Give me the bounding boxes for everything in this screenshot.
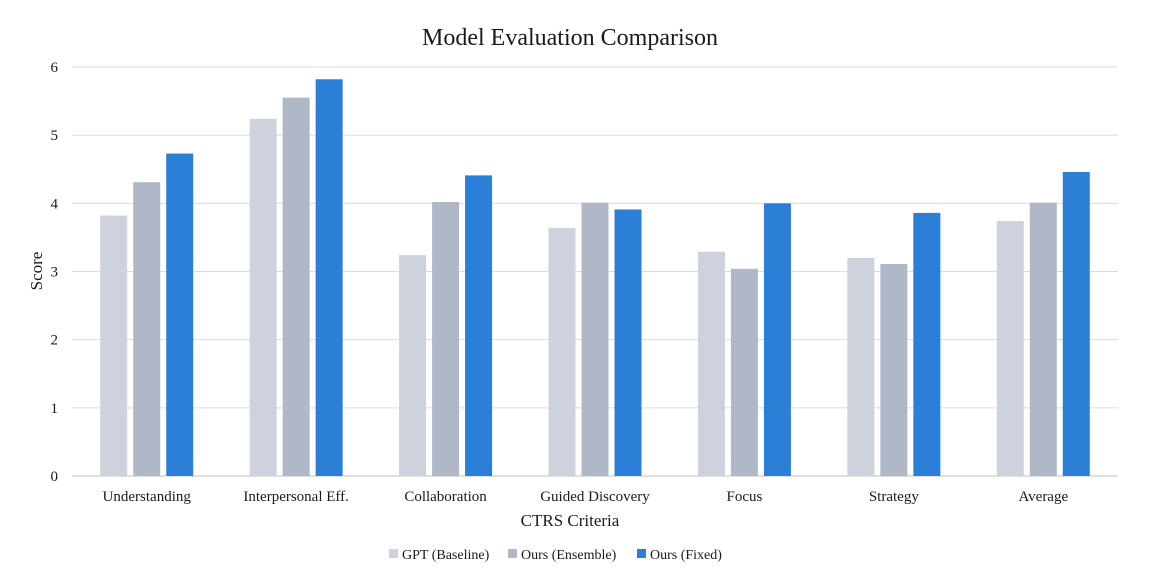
bar bbox=[399, 255, 427, 476]
legend-label: Ours (Fixed) bbox=[650, 548, 722, 563]
legend-swatch bbox=[637, 549, 646, 558]
bar bbox=[1062, 171, 1090, 476]
bars bbox=[100, 79, 1090, 477]
x-tick-label: Collaboration bbox=[404, 489, 487, 505]
y-tick-label: 6 bbox=[51, 60, 59, 76]
x-tick-label: Interpersonal Eff. bbox=[243, 489, 349, 505]
x-tick-label: Average bbox=[1018, 489, 1068, 505]
bar bbox=[548, 227, 576, 476]
y-tick-label: 4 bbox=[51, 196, 59, 212]
bar bbox=[763, 203, 791, 477]
legend-swatch bbox=[389, 549, 398, 558]
y-tick-label: 1 bbox=[51, 401, 59, 417]
y-tick-label: 3 bbox=[51, 265, 59, 281]
y-axis-ticks: 0 1 2 3 4 5 6 bbox=[51, 60, 59, 485]
bar bbox=[913, 212, 941, 477]
bar bbox=[581, 202, 609, 476]
bar bbox=[100, 215, 128, 476]
bar bbox=[847, 257, 875, 476]
bar bbox=[315, 79, 343, 477]
bar bbox=[730, 268, 758, 476]
bar bbox=[432, 201, 460, 476]
x-axis-ticks: Understanding Interpersonal Eff. Collabora… bbox=[103, 489, 1069, 505]
bar bbox=[996, 221, 1024, 476]
bar bbox=[880, 264, 908, 476]
y-tick-label: 0 bbox=[51, 469, 59, 485]
x-tick-label: Understanding bbox=[103, 489, 192, 505]
bar bbox=[282, 97, 310, 477]
legend-swatch bbox=[508, 549, 517, 558]
chart-title: Model Evaluation Comparison bbox=[422, 25, 718, 51]
x-tick-label: Guided Discovery bbox=[540, 489, 650, 505]
legend-label: Ours (Ensemble) bbox=[521, 548, 617, 563]
bar bbox=[249, 118, 277, 476]
bar bbox=[1029, 202, 1057, 476]
legend: GPT (Baseline) Ours (Ensemble) Ours (Fixed… bbox=[389, 548, 722, 563]
y-tick-label: 2 bbox=[51, 333, 59, 349]
x-tick-label: Focus bbox=[727, 489, 763, 505]
y-axis-label: Score bbox=[27, 252, 46, 291]
legend-label: GPT (Baseline) bbox=[402, 548, 490, 563]
x-axis-label: CTRS Criteria bbox=[521, 511, 620, 530]
bar bbox=[133, 182, 161, 476]
y-tick-label: 5 bbox=[51, 128, 59, 144]
bar bbox=[614, 209, 642, 477]
bar bbox=[465, 175, 493, 476]
bar bbox=[697, 251, 725, 476]
bar bbox=[166, 153, 194, 477]
x-tick-label: Strategy bbox=[869, 489, 919, 505]
